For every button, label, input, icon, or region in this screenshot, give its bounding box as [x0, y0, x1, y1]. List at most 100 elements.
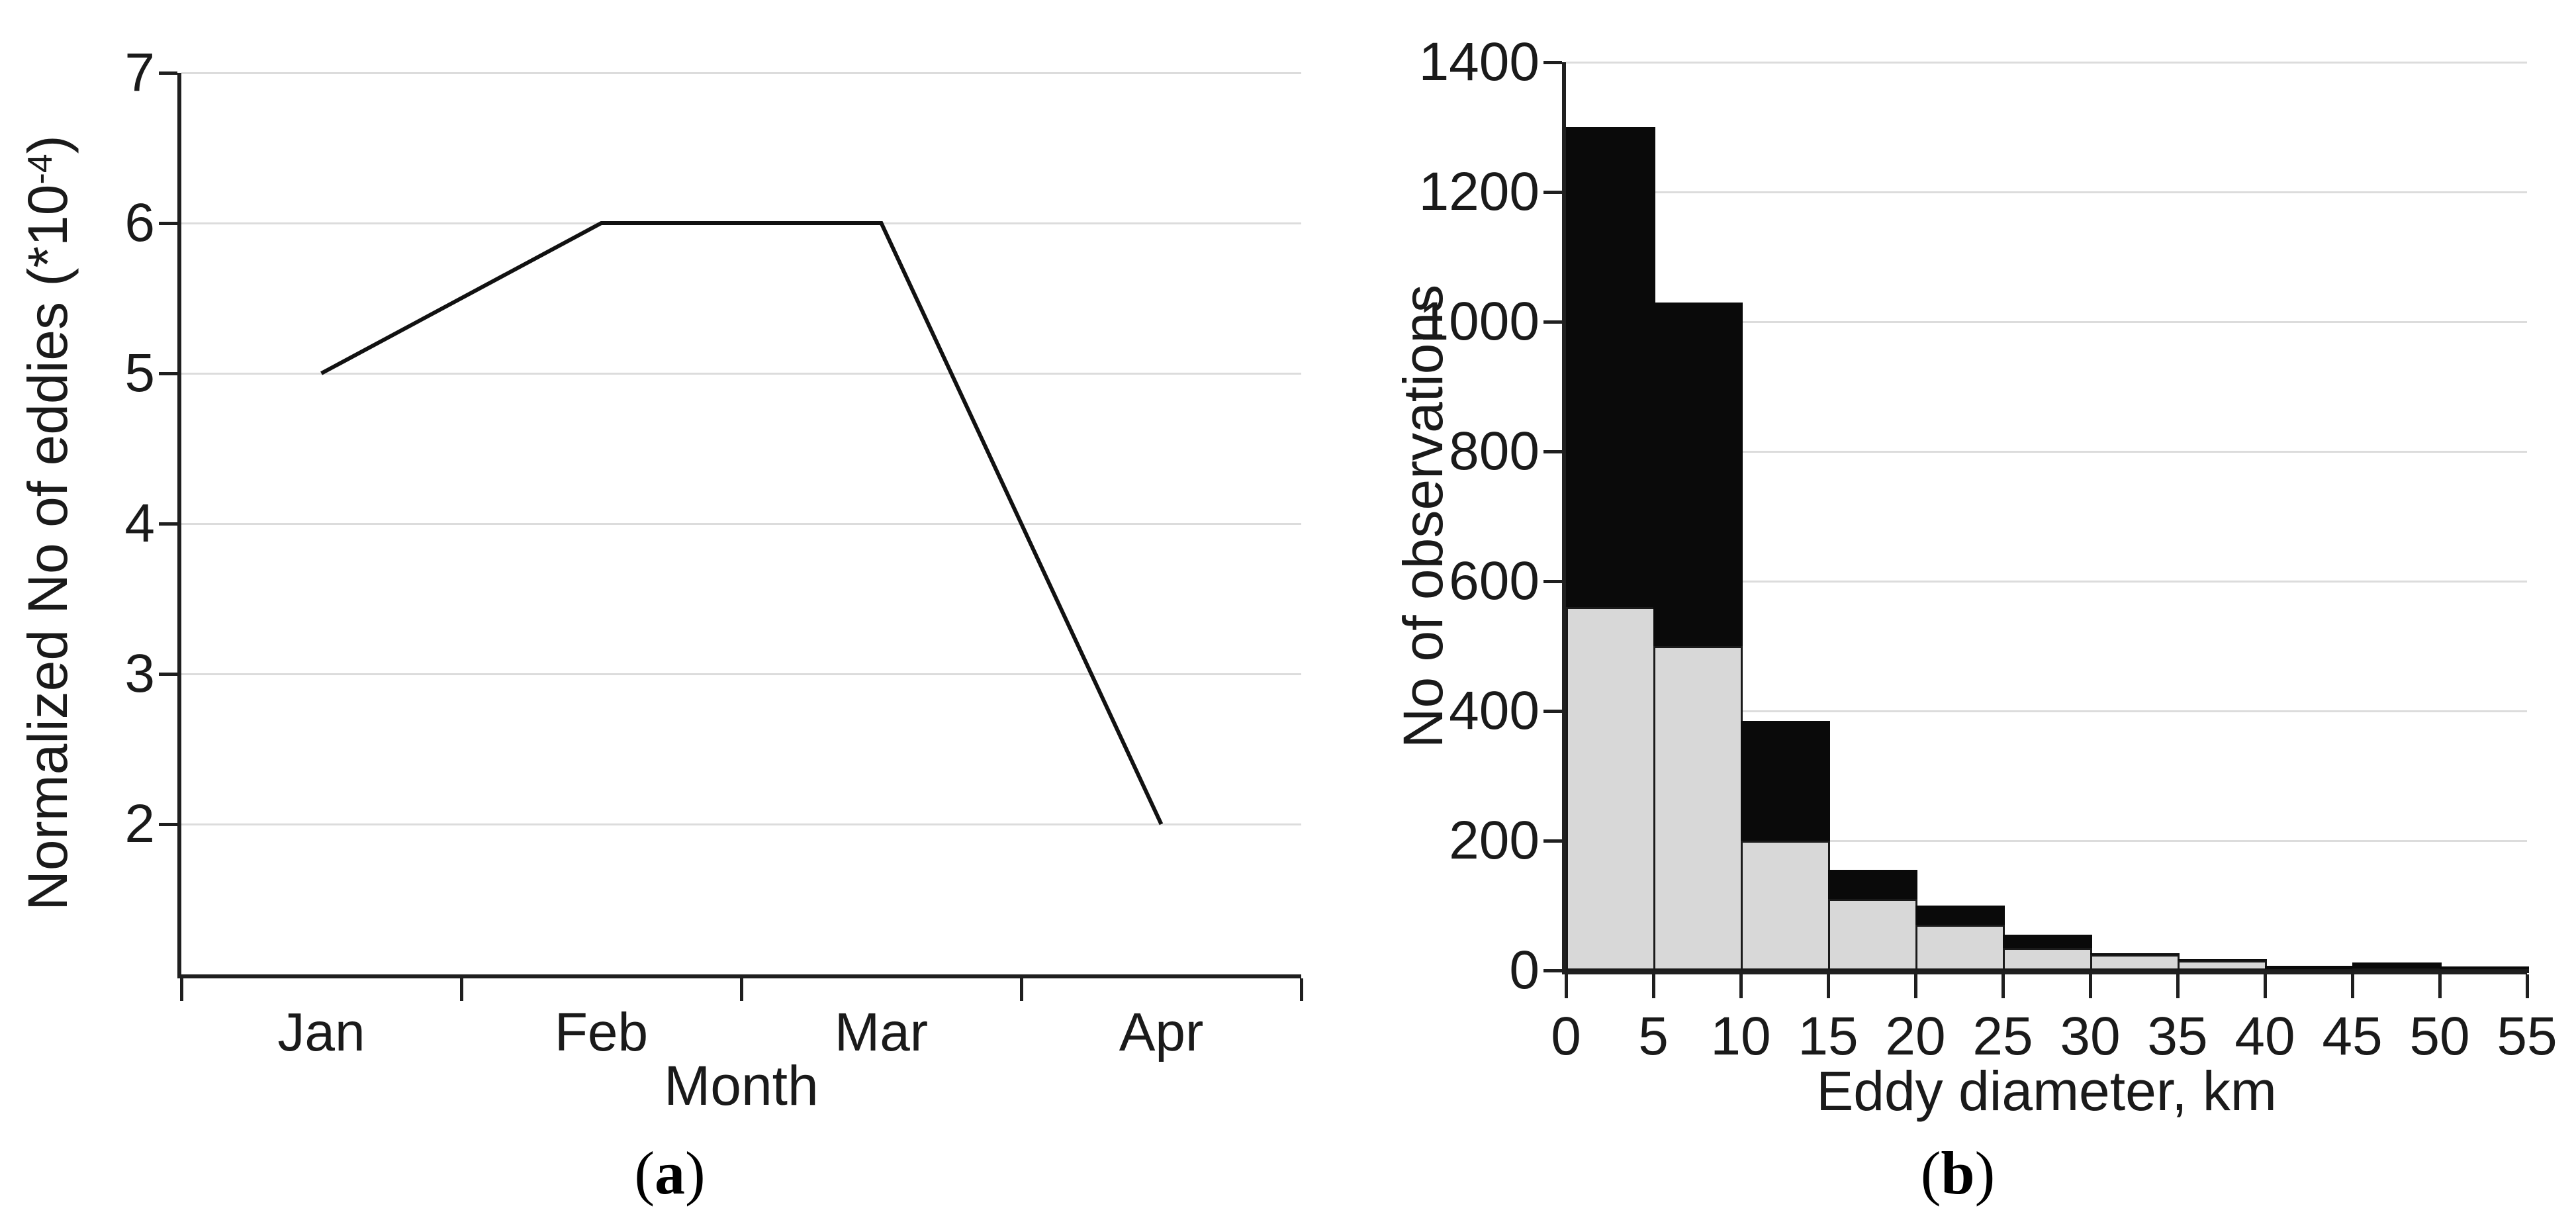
- panel-a-y-axis-line: [177, 73, 181, 978]
- panel-a-y-tick-label: 3: [124, 643, 155, 704]
- panel-b-x-axis-tick: [2438, 974, 2442, 998]
- panel-b-y-axis-tick: [1543, 839, 1562, 843]
- panel-a-y-axis-tick: [159, 372, 177, 375]
- panel-a-x-tick-label: Apr: [1119, 1002, 1204, 1062]
- panel-b-y-tick-label: 200: [1449, 810, 1540, 870]
- panel-a-x-axis-tick: [1020, 978, 1023, 1001]
- panel-a-x-tick-label: Mar: [834, 1002, 929, 1062]
- panel-b-y-tick-label: 1000: [1418, 291, 1540, 351]
- panel-a-gridline: [181, 673, 1301, 675]
- panel-b-x-tick-label: 25: [1972, 1006, 2033, 1066]
- panel-b-y-tick-label: 600: [1449, 551, 1540, 611]
- panel-b-caption: (b): [1825, 1143, 2090, 1203]
- panel-b-y-tick-label: 800: [1449, 421, 1540, 481]
- panel-a-y-tick-label: 6: [124, 193, 155, 253]
- panel-b-gridline: [1566, 62, 2527, 64]
- panel-b-y-axis-tick: [1543, 969, 1562, 972]
- panel-b-y-axis-tick: [1543, 320, 1562, 324]
- panel-b-caption-close-paren: ): [1974, 1139, 1996, 1207]
- panel-a-x-axis-title: Month: [664, 1054, 819, 1117]
- panel-b-x-axis-tick: [1914, 974, 1917, 998]
- panel-b-x-axis-tick: [2526, 974, 2529, 998]
- panel-b-histogram-bar-gray-segment: [1828, 899, 1917, 970]
- panel-b-y-axis-tick: [1543, 710, 1562, 713]
- panel-b-histogram-bar-gray-segment: [1653, 646, 1743, 970]
- panel-b-x-tick-label: 5: [1638, 1006, 1669, 1066]
- panel-b-x-tick-label: 20: [1885, 1006, 1946, 1066]
- panel-b-x-axis-tick: [2351, 974, 2354, 998]
- panel-b-gridline: [1566, 840, 2527, 842]
- panel-b-x-axis-tick: [2264, 974, 2267, 998]
- panel-b-x-tick-label: 30: [2060, 1006, 2121, 1066]
- panel-a-x-axis-tick: [180, 978, 183, 1001]
- panel-b-histogram-bar-black-segment: [1915, 906, 2005, 925]
- panel-b-x-tick-label: 0: [1551, 1006, 1581, 1066]
- panel-b-gridline: [1566, 581, 2527, 583]
- panel-a-gridline: [181, 373, 1301, 375]
- panel-b-x-tick-label: 45: [2322, 1006, 2383, 1066]
- panel-b-x-axis-tick: [2176, 974, 2180, 998]
- panel-a-caption-close-paren: ): [685, 1139, 706, 1207]
- panel-a-line-path: [320, 221, 1164, 825]
- panel-b-gridline: [1566, 191, 2527, 193]
- panel-b-x-axis-title: Eddy diameter, km: [1816, 1060, 2277, 1122]
- panel-a-caption-letter: a: [655, 1139, 685, 1207]
- panel-b-y-tick-label: 1400: [1418, 32, 1540, 92]
- panel-b-x-axis-line: [1562, 970, 2527, 974]
- panel-b-gridline: [1566, 451, 2527, 453]
- panel-a-gridline: [181, 72, 1301, 74]
- panel-a-x-axis-tick: [740, 978, 743, 1001]
- panel-b-x-axis-tick: [2089, 974, 2092, 998]
- panel-b-y-tick-label: 1200: [1418, 162, 1540, 222]
- panel-b-caption-letter: b: [1941, 1139, 1975, 1207]
- panel-a-y-axis-title-superscript: -4: [21, 154, 60, 185]
- panel-b-x-axis-tick: [2001, 974, 2005, 998]
- panel-b-y-tick-label: 400: [1449, 680, 1540, 741]
- panel-b-y-axis-tick: [1543, 450, 1562, 453]
- panel-b-histogram-bar-gray-segment: [1915, 925, 2005, 970]
- panel-b-x-tick-label: 35: [2147, 1006, 2208, 1066]
- panel-b-gridline: [1566, 321, 2527, 323]
- panel-a-y-tick-label: 5: [124, 343, 155, 403]
- panel-b-histogram-bar-gray-segment: [1741, 841, 1830, 970]
- panel-b-histogram-bar-gray-segment: [2003, 947, 2092, 970]
- panel-a-caption: (a): [537, 1143, 802, 1203]
- panel-a-y-axis-tick: [159, 71, 177, 75]
- panel-b-y-axis-tick: [1543, 191, 1562, 194]
- panel-a-y-axis-tick: [159, 522, 177, 526]
- panel-a-y-tick-label: 7: [124, 42, 155, 103]
- panel-a-gridline: [181, 823, 1301, 825]
- panel-b-histogram-bar-black-segment: [1566, 127, 1655, 608]
- panel-a-x-axis-tick: [1300, 978, 1303, 1001]
- panel-a-y-axis-tick: [159, 222, 177, 225]
- panel-b-x-axis-tick: [1827, 974, 1830, 998]
- panel-b-x-tick-label: 10: [1710, 1006, 1771, 1066]
- panel-b-x-axis-tick: [1565, 974, 1568, 998]
- panel-b-histogram-bar-gray-segment: [2090, 954, 2180, 970]
- panel-a-caption-open-paren: (: [634, 1139, 655, 1207]
- panel-b-caption-open-paren: (: [1920, 1139, 1941, 1207]
- panel-b-histogram-bar-black-segment: [1653, 302, 1743, 646]
- panel-b-x-tick-label: 15: [1798, 1006, 1859, 1066]
- panel-b-x-axis-tick: [1739, 974, 1743, 998]
- panel-b-histogram-bar-black-segment: [2352, 962, 2442, 969]
- panel-b-histogram-bar-black-segment: [2003, 935, 2092, 948]
- panel-a-x-axis-line: [177, 974, 1301, 978]
- panel-a-x-tick-label: Feb: [554, 1002, 649, 1062]
- panel-a-y-tick-label: 2: [124, 794, 155, 854]
- panel-b-x-tick-label: 55: [2497, 1006, 2557, 1066]
- panel-a-y-tick-label: 4: [124, 493, 155, 553]
- panel-b-x-axis-tick: [1652, 974, 1655, 998]
- panel-b-histogram-bar-black-segment: [1741, 720, 1830, 841]
- panel-b-y-axis-tick: [1543, 580, 1562, 583]
- panel-a-x-axis-tick: [460, 978, 463, 1001]
- panel-b-gridline: [1566, 710, 2527, 712]
- panel-a-x-tick-label: Jan: [277, 1002, 365, 1062]
- panel-a-line-series: [320, 221, 1164, 825]
- panel-b-y-axis-tick: [1543, 61, 1562, 64]
- panel-b-histogram-bar-black-segment: [1828, 870, 1917, 900]
- panel-b-histogram-bar-gray-segment: [1566, 607, 1655, 970]
- panel-a-y-axis-tick: [159, 823, 177, 826]
- panel-b-y-tick-label: 0: [1509, 940, 1540, 1000]
